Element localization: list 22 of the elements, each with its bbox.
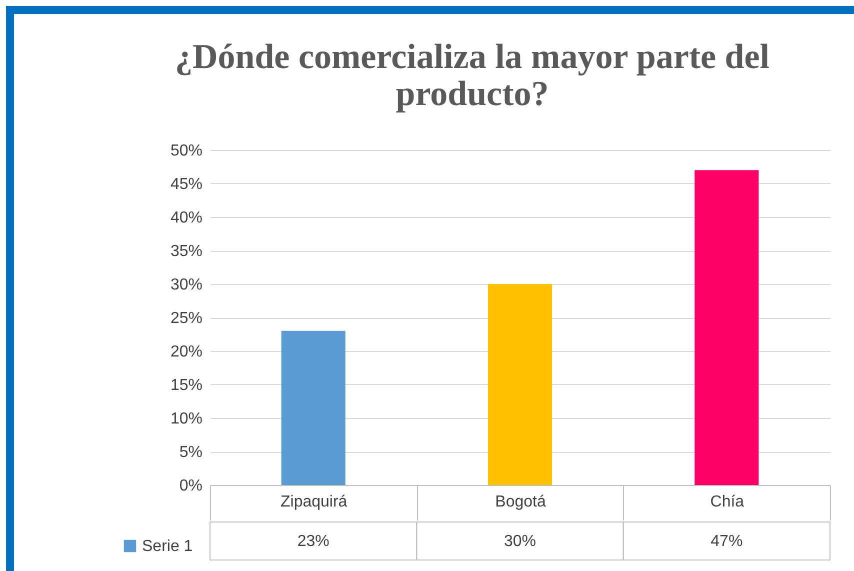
bar — [694, 170, 759, 485]
chart-title: ¿Dónde comercializa la mayor parte del producto? — [174, 37, 770, 113]
y-tick-label: 25% — [170, 310, 202, 327]
y-tick-label: 50% — [170, 142, 202, 160]
bar — [281, 330, 346, 485]
data-label: 47% — [710, 533, 743, 550]
y-tick-label: 5% — [179, 444, 202, 461]
y-tick-label: 0% — [179, 478, 202, 494]
x-tick-label: Zipaquirá — [280, 494, 348, 510]
y-tick-label: 10% — [170, 410, 202, 428]
y-tick-label: 35% — [170, 243, 202, 260]
y-tick-label: 15% — [170, 377, 202, 394]
data-label: 30% — [504, 533, 536, 550]
x-tick-label: Chía — [710, 494, 744, 510]
x-tick-label: Bogotá — [495, 494, 546, 510]
bar — [488, 284, 552, 485]
y-tick-label: 45% — [170, 176, 202, 193]
legend-label: Serie 1 — [142, 538, 193, 555]
y-tick-label: 20% — [170, 344, 202, 360]
data-label: 23% — [297, 533, 330, 550]
y-tick-label: 30% — [170, 276, 202, 294]
y-tick-label: 40% — [170, 210, 202, 226]
